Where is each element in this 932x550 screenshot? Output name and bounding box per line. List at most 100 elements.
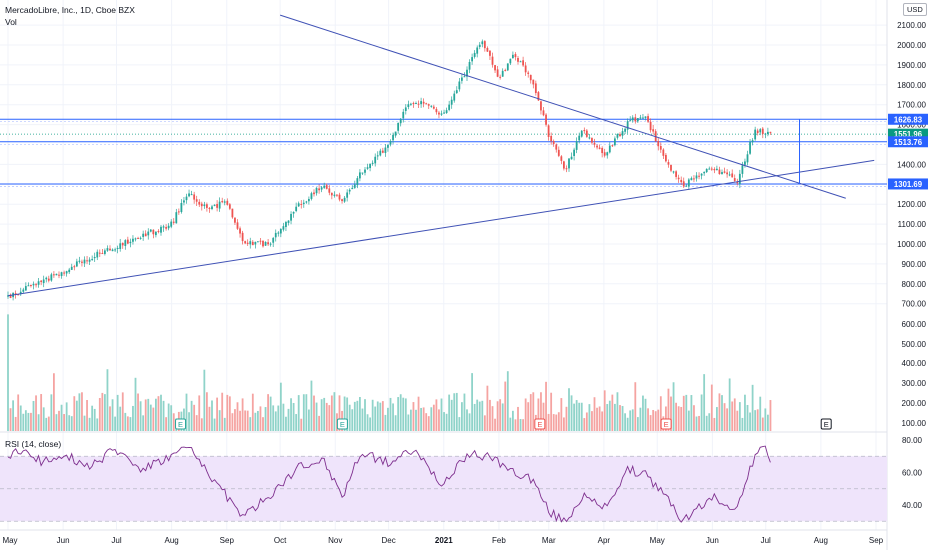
candle-body — [244, 241, 247, 244]
volume-bar — [769, 400, 772, 431]
earnings-marker[interactable]: E — [175, 418, 187, 430]
candle-body — [14, 293, 17, 295]
volume-bar — [32, 400, 35, 431]
time-tick-label: Jun — [57, 536, 70, 545]
volume-bar — [435, 399, 438, 431]
volume-bar — [376, 401, 379, 431]
earnings-marker[interactable]: E — [660, 418, 672, 430]
price-tag-box — [888, 136, 928, 148]
candle-body — [73, 266, 76, 268]
volume-bar — [422, 407, 425, 431]
volume-bar — [455, 392, 458, 431]
volume-bar — [231, 413, 234, 431]
volume-bar — [499, 399, 502, 431]
volume-bar — [211, 400, 213, 431]
candle-body — [313, 192, 315, 195]
volume-bar — [295, 414, 298, 431]
time-tick-label: May — [650, 536, 665, 545]
volume-bar — [445, 413, 448, 431]
time-tick-label: Mar — [542, 536, 556, 545]
candle-body — [687, 179, 690, 187]
volume-bar — [578, 402, 581, 431]
volume-bar — [392, 403, 394, 431]
candle-body — [234, 217, 236, 223]
volume-bar — [226, 394, 229, 431]
time-tick-label: 2021 — [435, 536, 453, 545]
candle-body — [749, 141, 751, 154]
volume-bar — [670, 396, 672, 431]
volume-bar — [726, 408, 728, 431]
candle-body — [338, 194, 341, 200]
currency-badge[interactable]: USD — [903, 3, 927, 16]
candle-body — [568, 158, 570, 169]
rsi-legend[interactable]: RSI (14, close) — [5, 439, 62, 449]
price-tick-label: 2000.00 — [897, 41, 926, 50]
volume-bar — [761, 417, 764, 431]
candle-body — [601, 147, 604, 154]
candle-body — [443, 112, 445, 114]
candle-body — [468, 61, 471, 70]
candle-body — [206, 204, 208, 208]
trendlines[interactable] — [7, 14, 875, 297]
candle-body — [560, 156, 563, 161]
volume-bar — [287, 408, 290, 431]
candle-body — [473, 52, 476, 57]
volume-bar — [119, 406, 122, 431]
volume-bar — [568, 388, 570, 431]
candle-body — [573, 149, 575, 156]
candle-body — [109, 248, 111, 251]
candle-body — [88, 259, 91, 262]
volume-bar — [144, 399, 147, 431]
candle-body — [700, 173, 703, 176]
candle-body — [221, 201, 224, 203]
price-tag: 1301.69 — [888, 178, 928, 190]
volume-bar — [104, 394, 106, 431]
volume-bar — [744, 394, 746, 431]
time-tick-label: Apr — [598, 536, 611, 545]
candle-body — [63, 272, 65, 274]
candle-body — [665, 154, 667, 162]
candle-body — [731, 173, 734, 178]
earnings-marker-label: E — [664, 420, 669, 429]
volume-legend[interactable]: Vol — [5, 17, 17, 27]
price-axis[interactable]: 2100.00 2000.00 1900.00 1800.00 1700.00 1600.… — [897, 21, 926, 428]
volume-bar — [371, 399, 374, 431]
candle-body — [374, 156, 377, 164]
volume-bar — [195, 415, 198, 431]
candle-body — [685, 185, 688, 187]
candle-body — [251, 241, 254, 246]
volume-bar — [353, 401, 356, 431]
time-axis[interactable]: May Jun Jul Aug Sep Oct Nov Dec 2021 Feb Mar Apr May… — [2, 536, 883, 545]
time-tick-label: Sep — [220, 536, 235, 545]
candle-body — [269, 243, 272, 245]
candle-body — [149, 229, 152, 232]
volume-bar — [624, 413, 626, 431]
candle-body — [351, 187, 354, 190]
candle-body — [575, 141, 578, 150]
volume-bar — [565, 406, 568, 431]
earnings-marker[interactable]: E — [820, 418, 832, 430]
candle-body — [241, 232, 244, 242]
volume-bar — [680, 406, 683, 431]
earnings-marker[interactable]: E — [336, 418, 348, 430]
volume-bar — [351, 409, 354, 431]
candle-body — [445, 110, 448, 114]
symbol-legend[interactable]: MercadoLibre, Inc., 1D, Cboe BZX — [5, 5, 135, 15]
candle-body — [40, 280, 43, 283]
candle-body — [277, 232, 280, 234]
volume-bar — [374, 406, 377, 431]
candle-body — [53, 274, 55, 276]
trendline — [7, 159, 875, 297]
volume-bar — [494, 418, 496, 431]
earnings-marker[interactable]: E — [534, 418, 546, 430]
volume-bar — [132, 405, 134, 431]
volume-bar — [333, 392, 336, 431]
volume-bar — [399, 394, 402, 431]
earnings-marker-label: E — [340, 420, 345, 429]
volume-bar — [308, 409, 310, 431]
volume-bar — [608, 400, 611, 431]
rsi-axis[interactable]: 80.00 60.00 40.00 — [902, 436, 923, 510]
